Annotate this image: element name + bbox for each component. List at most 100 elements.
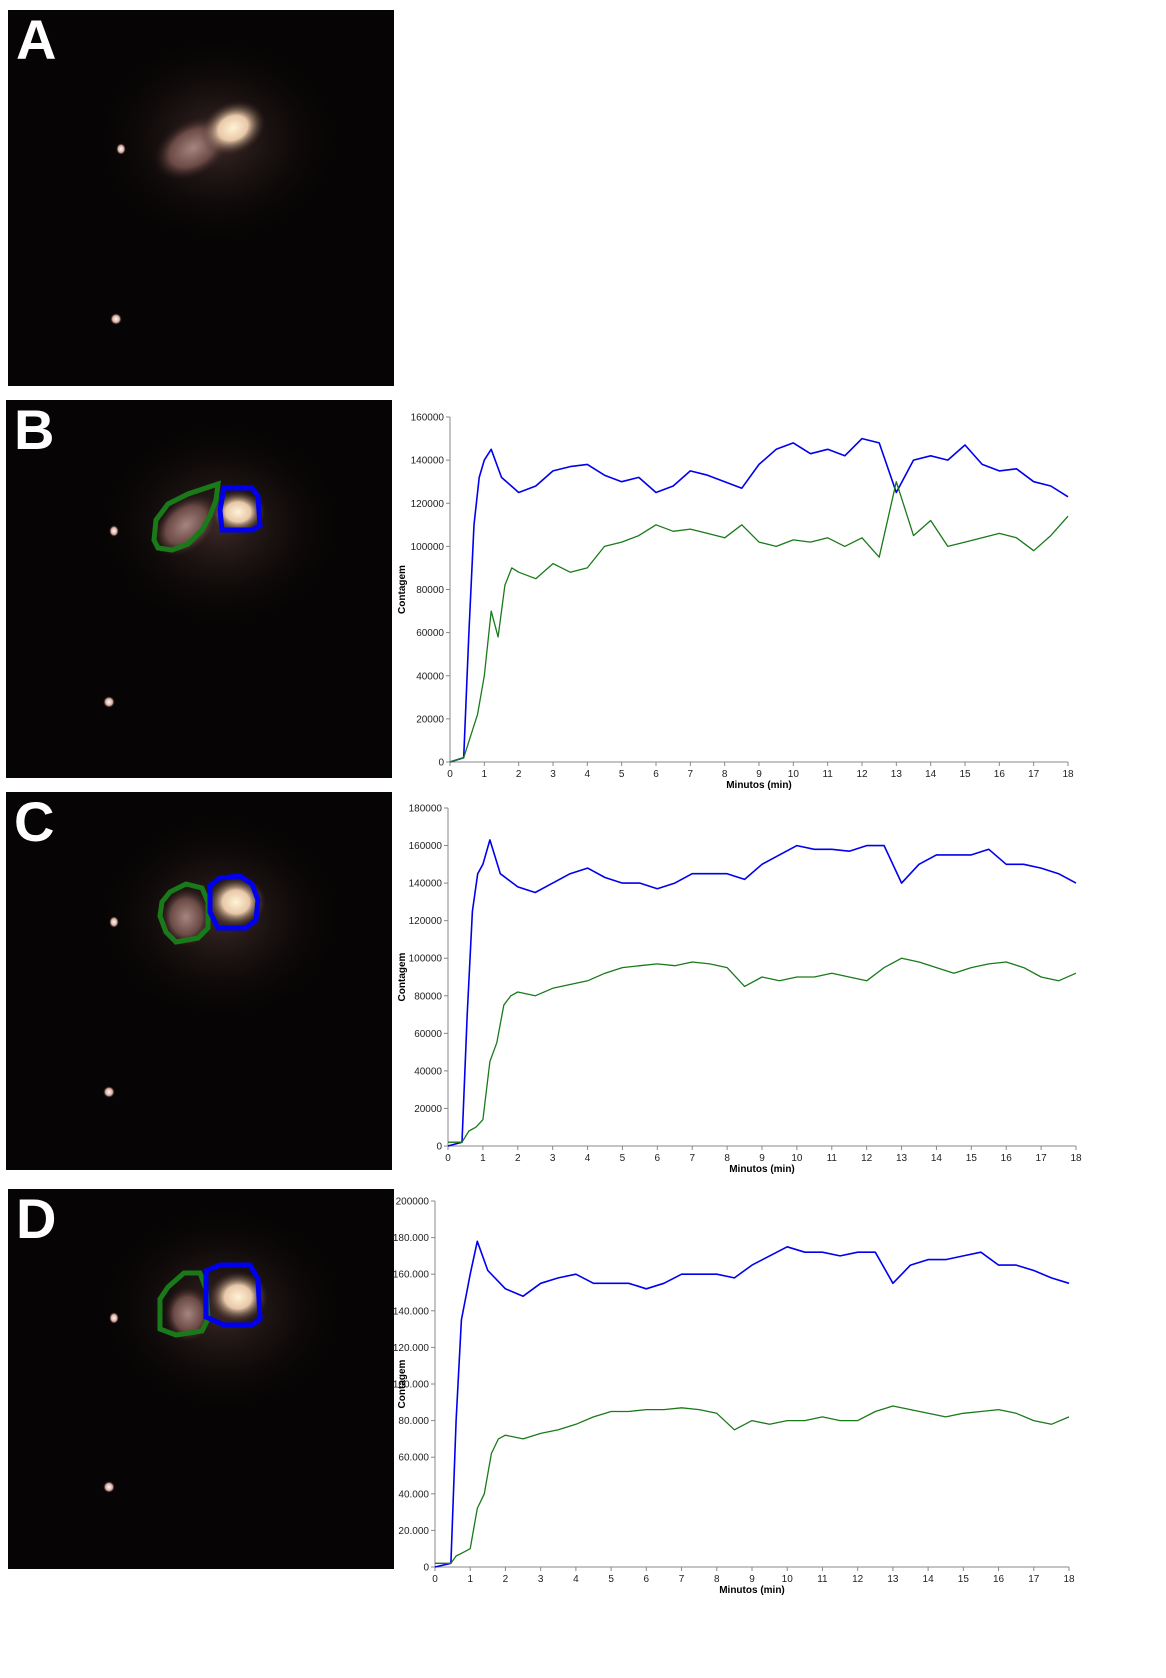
y-tick-label: 120.000 (393, 1343, 430, 1354)
y-tick-label: 200000 (396, 1197, 430, 1208)
x-axis-title: Minutos (min) (729, 1164, 795, 1175)
x-tick-label: 6 (655, 1153, 661, 1164)
scintigraphy-render-d (93, 1199, 353, 1493)
x-tick-label: 9 (759, 1153, 765, 1164)
x-tick-label: 12 (852, 1574, 864, 1585)
renogram-svg-d: 0 20.000 40.000 60.000 80.000 100.000 120.000 1… (393, 1197, 1075, 1597)
x-tick-label: 1 (482, 769, 488, 780)
y-tick-label: 140000 (409, 879, 443, 890)
x-tick-label: 2 (515, 1153, 521, 1164)
x-tick-label: 11 (827, 1153, 838, 1164)
x-tick-label: 18 (1063, 1574, 1075, 1585)
x-tick-label: 11 (822, 769, 833, 780)
x-tick-label: 12 (856, 769, 868, 780)
y-tick-label: 0 (436, 1142, 442, 1153)
series-line-1 (434, 1240, 1070, 1568)
x-tick-label: 0 (447, 769, 453, 780)
x-tick-label: 8 (724, 1153, 730, 1164)
x-tick-label: 17 (1028, 769, 1040, 780)
x-tick-label: 17 (1028, 1574, 1040, 1585)
roi-right-kidney (203, 1262, 263, 1328)
x-tick-label: 4 (585, 769, 591, 780)
series-line-2 (449, 481, 1069, 763)
x-tick-label: 3 (538, 1574, 544, 1585)
x-tick-label: 2 (503, 1574, 509, 1585)
renogram-chart-b: 0 20000 40000 60000 80000 100000 120000 140000 1… (397, 405, 1160, 792)
x-tick-label: 7 (679, 1574, 685, 1585)
y-tick-label: 0 (423, 1563, 429, 1574)
y-tick-label: 100.000 (393, 1380, 430, 1391)
y-tick-label: 20.000 (398, 1526, 429, 1537)
series-line-2 (448, 957, 1077, 1143)
y-tick-label: 60.000 (398, 1453, 429, 1464)
x-tick-label: 16 (1001, 1153, 1013, 1164)
x-tick-label: 2 (516, 769, 522, 780)
y-tick-label: 80.000 (398, 1416, 429, 1427)
x-axis-title: Minutos (min) (726, 780, 792, 791)
x-tick-label: 15 (959, 769, 971, 780)
scintigraphy-render-a (88, 30, 348, 325)
x-tick-label: 4 (585, 1153, 591, 1164)
x-tick-label: 7 (689, 1153, 695, 1164)
scintigraphy-image-a: A (8, 10, 394, 386)
roi-left-kidney (157, 881, 211, 945)
x-tick-label: 18 (1062, 769, 1074, 780)
y-tick-label: 160000 (411, 413, 445, 424)
x-tick-label: 9 (756, 769, 762, 780)
y-tick-label: 100000 (411, 542, 445, 553)
scintigraphy-image-c: C (6, 792, 392, 1170)
series-line-1 (447, 839, 1077, 1147)
y-tick-label: 180.000 (393, 1233, 430, 1244)
y-tick-label: 40000 (416, 671, 444, 682)
x-tick-label: 13 (896, 1153, 908, 1164)
renogram-chart-d: 0 20.000 40.000 60.000 80.000 100.000 120.000 1… (393, 1192, 1160, 1597)
y-tick-label: 160.000 (393, 1270, 430, 1281)
y-tick-label: 40.000 (398, 1489, 429, 1500)
series-line-2 (435, 1405, 1070, 1564)
x-tick-label: 1 (467, 1574, 473, 1585)
roi-left-kidney (151, 480, 221, 553)
y-tick-label: 140.000 (393, 1306, 430, 1317)
scintigraphy-render-b (91, 415, 351, 708)
y-axis-title: Contagem (397, 565, 408, 614)
x-tick-label: 5 (620, 1153, 626, 1164)
x-tick-label: 5 (619, 769, 625, 780)
x-axis-title: Minutos (min) (719, 1585, 785, 1596)
y-tick-label: 120000 (411, 499, 445, 510)
scintigraphy-render-c (91, 807, 351, 1098)
y-axis-title: Contagem (397, 952, 408, 1001)
roi-right-kidney (217, 485, 263, 533)
x-tick-label: 5 (608, 1574, 614, 1585)
x-tick-label: 3 (550, 769, 556, 780)
x-tick-label: 8 (722, 769, 728, 780)
x-tick-label: 14 (931, 1153, 943, 1164)
x-tick-label: 15 (958, 1574, 970, 1585)
x-tick-label: 15 (966, 1153, 978, 1164)
y-tick-label: 100000 (409, 954, 443, 965)
x-tick-label: 18 (1070, 1153, 1082, 1164)
x-tick-label: 11 (817, 1574, 828, 1585)
x-tick-label: 9 (749, 1574, 755, 1585)
x-tick-label: 6 (653, 769, 659, 780)
y-tick-label: 60000 (414, 1029, 442, 1040)
renogram-svg-c: 0 20000 40000 60000 80000 100000 120000 140000 1… (397, 804, 1082, 1176)
y-axis-title: Contagem (397, 1359, 408, 1408)
x-tick-label: 12 (861, 1153, 873, 1164)
scintigraphy-image-d: D (8, 1189, 394, 1569)
renogram-chart-c: 0 20000 40000 60000 80000 100000 120000 140000 1… (397, 797, 1160, 1182)
renogram-svg-b: 0 20000 40000 60000 80000 100000 120000 140000 1… (397, 413, 1074, 792)
x-tick-label: 16 (994, 769, 1006, 780)
y-tick-label: 80000 (414, 991, 442, 1002)
y-tick-label: 80000 (416, 585, 444, 596)
x-tick-label: 0 (432, 1574, 438, 1585)
y-tick-label: 40000 (414, 1066, 442, 1077)
roi-right-kidney (207, 873, 261, 931)
x-tick-label: 6 (644, 1574, 650, 1585)
x-tick-label: 1 (480, 1153, 486, 1164)
x-tick-label: 10 (782, 1574, 794, 1585)
y-tick-label: 0 (438, 758, 444, 769)
x-tick-label: 17 (1036, 1153, 1048, 1164)
y-tick-label: 120000 (409, 916, 443, 927)
scintigraphy-image-b: B (6, 400, 392, 778)
x-tick-label: 14 (923, 1574, 935, 1585)
